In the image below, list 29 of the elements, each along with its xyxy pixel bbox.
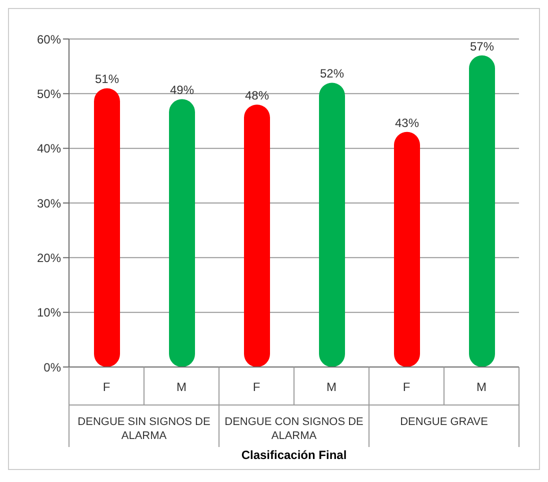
x-tick-label: F <box>402 380 410 394</box>
text: DENGUE SIN SIGNOS DE ALARMA <box>78 416 210 442</box>
x-tick-label: F <box>252 380 260 394</box>
data-label: 51% <box>94 72 120 86</box>
x-axis-title: Clasificación Final <box>241 448 347 462</box>
y-tick-label: 30% <box>36 196 62 210</box>
bar <box>94 88 120 367</box>
y-tick-label: 60% <box>36 32 62 46</box>
data-label: 49% <box>170 83 194 98</box>
x-tick-label: M <box>176 380 186 394</box>
data-label: 48% <box>244 88 270 103</box>
text: DENGUE GRAVE <box>400 416 488 428</box>
data-label: 57% <box>470 39 494 54</box>
data-label: 52% <box>320 66 344 81</box>
x-tick-label: M <box>326 380 336 394</box>
x-tick-label: F <box>102 380 110 394</box>
data-label: 43% <box>394 116 420 130</box>
y-tick-label: 40% <box>36 142 62 156</box>
bar <box>469 55 495 367</box>
bar <box>319 82 345 367</box>
y-tick-label: 0% <box>44 360 62 374</box>
bar <box>394 132 420 367</box>
y-tick-label: 50% <box>36 86 62 101</box>
bar <box>169 99 195 367</box>
x-tick-label: M <box>476 380 486 394</box>
y-tick-label: 10% <box>36 306 62 320</box>
bar <box>244 104 270 367</box>
text: DENGUE CON SIGNOS DE ALARMA <box>224 416 364 442</box>
y-tick-label: 20% <box>36 250 62 265</box>
